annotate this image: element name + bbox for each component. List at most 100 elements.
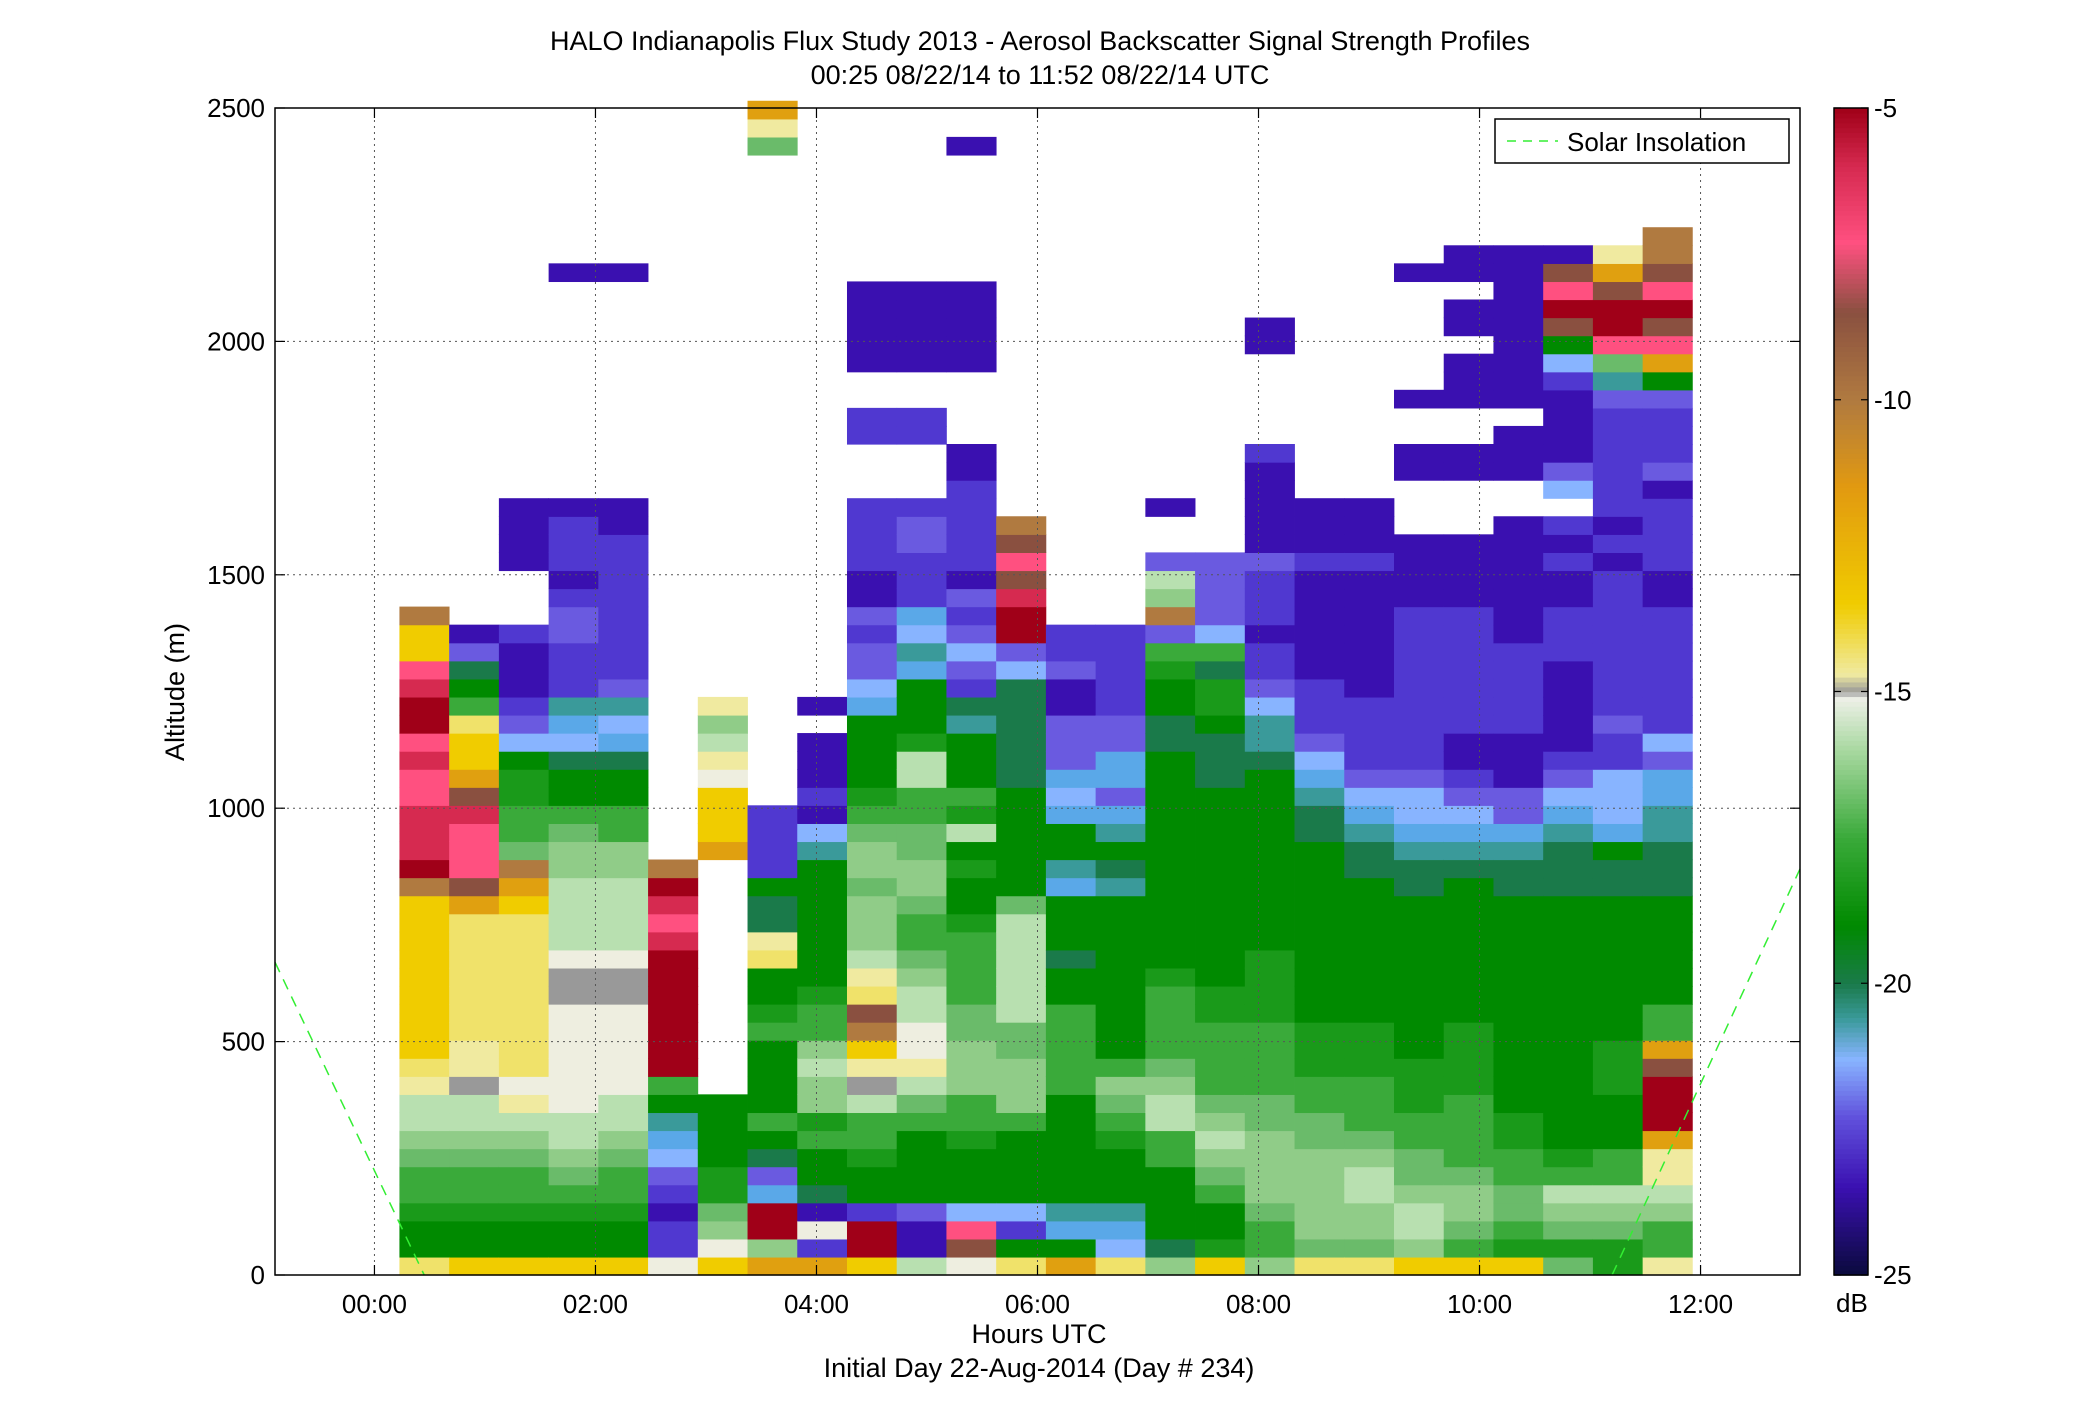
heatmap-cell [1095, 1004, 1146, 1023]
colorbar-segment [1834, 1012, 1868, 1018]
heatmap-cell [946, 1112, 997, 1132]
heatmap-cell [399, 1238, 450, 1258]
heatmap-cell [1493, 967, 1544, 987]
colorbar-segment [1834, 992, 1868, 999]
heatmap-cell [896, 1022, 947, 1041]
heatmap-cell [1394, 1202, 1445, 1222]
heatmap-cell [399, 1220, 450, 1240]
heatmap-cell [996, 696, 1047, 716]
heatmap-cell [1344, 534, 1395, 553]
heatmap-cell [1592, 895, 1644, 915]
colorbar-gradient [1834, 108, 1868, 1276]
heatmap-cell [1443, 1040, 1494, 1059]
heatmap-cell [1244, 823, 1295, 843]
heatmap-cell [1145, 1256, 1196, 1276]
heatmap-cell [1493, 516, 1544, 535]
heatmap-cell [1145, 1130, 1196, 1150]
heatmap-cell [1592, 660, 1644, 680]
heatmap-cell [449, 877, 500, 897]
heatmap-cell [598, 769, 649, 788]
heatmap-cell [1195, 823, 1246, 843]
heatmap-cell [498, 1256, 549, 1276]
heatmap-cell [1443, 660, 1494, 680]
heatmap-cell [1045, 967, 1097, 987]
heatmap-cell [846, 534, 898, 553]
heatmap-cell [1145, 642, 1196, 662]
heatmap-cell [1592, 1256, 1644, 1276]
heatmap-cell [1543, 407, 1594, 427]
heatmap-cell [1443, 1202, 1494, 1222]
heatmap-cell [1394, 805, 1445, 824]
heatmap-cell [797, 1148, 848, 1168]
colorbar-segment [1834, 263, 1868, 270]
heatmap-cell [1443, 1166, 1494, 1186]
heatmap-cell [996, 733, 1047, 752]
heatmap-cell [1195, 1256, 1246, 1276]
heatmap-cell [747, 1148, 798, 1168]
heatmap-cell [1493, 913, 1544, 933]
heatmap-cell [896, 281, 947, 301]
heatmap-cell [1443, 371, 1494, 391]
heatmap-cell [1443, 552, 1494, 572]
heatmap-cell [797, 859, 848, 879]
heatmap-cell [1592, 642, 1644, 662]
heatmap-cell [1095, 1040, 1146, 1059]
heatmap-cell [1592, 949, 1644, 969]
colorbar-ticks: -5 -10 -15 -20 -25 [1834, 93, 1912, 1290]
colorbar-segment [1834, 287, 1868, 294]
heatmap-cell [1095, 678, 1146, 698]
colorbar-segment [1834, 234, 1868, 240]
heatmap-cell [1543, 751, 1594, 770]
heatmap-cell [1244, 787, 1295, 806]
heatmap-cell [1642, 895, 1693, 915]
heatmap-cell [1145, 552, 1196, 572]
heatmap-cell [747, 949, 798, 969]
heatmap-cell [1294, 751, 1345, 770]
heatmap-cell [1195, 1076, 1246, 1095]
heatmap-cell [846, 606, 898, 626]
heatmap-cell [747, 1058, 798, 1077]
heatmap-cell [747, 1022, 798, 1041]
heatmap-cell [1493, 1112, 1544, 1132]
heatmap-cell [797, 967, 848, 987]
heatmap-cell [1294, 696, 1345, 716]
heatmap-cell [399, 1094, 450, 1114]
heatmap-cell [1543, 516, 1594, 535]
heatmap-cell [1592, 480, 1644, 499]
heatmap-cell [1145, 1004, 1196, 1023]
chart-subtitle: 00:25 08/22/14 to 11:52 08/22/14 UTC [811, 60, 1270, 90]
heatmap-cell [1642, 462, 1693, 481]
heatmap-cell [1443, 1238, 1494, 1258]
heatmap-cell [1294, 1220, 1345, 1240]
heatmap-cell [1195, 895, 1246, 915]
heatmap-cell [598, 678, 649, 698]
heatmap-cell [846, 895, 898, 915]
heatmap-cell [1095, 967, 1146, 987]
heatmap-cell [996, 1256, 1047, 1276]
colorbar-segment [1834, 219, 1868, 226]
colorbar-segment [1834, 895, 1868, 902]
heatmap-cell [498, 931, 549, 951]
heatmap-cell [1642, 1166, 1693, 1186]
heatmap-cell [498, 552, 549, 572]
heatmap-cell [1145, 1220, 1196, 1240]
heatmap-cell [1592, 281, 1644, 301]
heatmap-cell [1195, 1130, 1246, 1150]
heatmap-cell [1244, 805, 1295, 824]
heatmap-cell [648, 1166, 699, 1186]
heatmap-cell [1244, 733, 1295, 752]
heatmap-cell [996, 967, 1047, 987]
heatmap-cell [449, 1004, 500, 1023]
heatmap-cell [1592, 877, 1644, 897]
heatmap-cell [1045, 1058, 1097, 1077]
heatmap-cell [1543, 1130, 1594, 1150]
heatmap-cell [1443, 805, 1494, 824]
y-tick-label: 2500 [207, 93, 265, 123]
colorbar-segment [1834, 565, 1868, 571]
heatmap-cell [598, 606, 649, 626]
heatmap-cell [399, 931, 450, 951]
heatmap-cell [896, 696, 947, 716]
heatmap-cell [399, 769, 450, 788]
heatmap-cell [1095, 642, 1146, 662]
heatmap-cell [399, 1256, 450, 1276]
